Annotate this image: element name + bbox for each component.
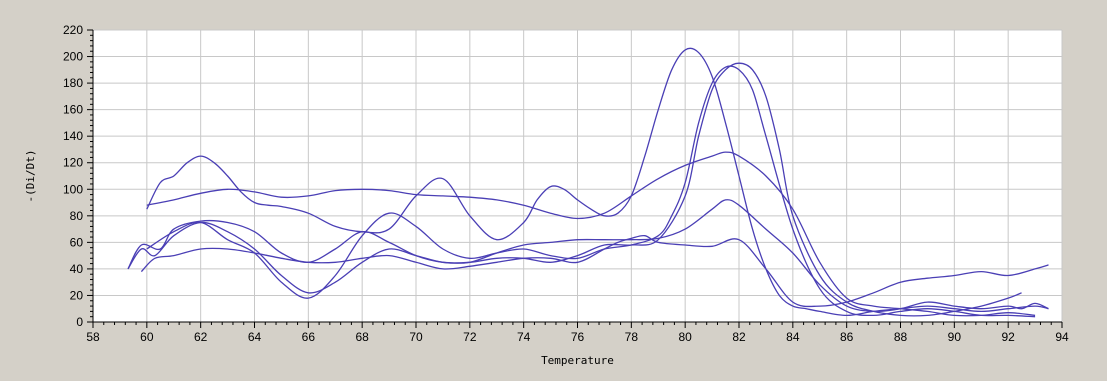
- series-layer: [127, 47, 1049, 318]
- y-tick-label: 40: [70, 262, 84, 276]
- y-tick-label: 0: [76, 315, 83, 329]
- x-tick-label: 78: [625, 330, 639, 344]
- x-tick-label: 76: [571, 330, 585, 344]
- x-axis-title: Temperature: [541, 354, 614, 367]
- y-tick-label: 120: [63, 156, 83, 170]
- y-tick-label: 20: [70, 288, 84, 302]
- series-line-5: [127, 199, 1049, 313]
- x-tick-label: 86: [840, 330, 854, 344]
- x-tick-labels: 58 60 62 64 66 68 70 72 74 76 78 80 82 84 86 88 90 92 94: [86, 330, 1069, 344]
- x-tick-label: 70: [409, 330, 423, 344]
- y-tick-label: 160: [63, 103, 83, 117]
- x-tick-label: 88: [894, 330, 908, 344]
- y-tick-labels: 0 20 40 60 80 100 120 140 160 180 200 220: [63, 23, 83, 329]
- x-tick-label: 82: [732, 330, 746, 344]
- x-tick-label: 90: [948, 330, 962, 344]
- series-line-2: [146, 151, 1036, 317]
- y-tick-label: 80: [70, 209, 84, 223]
- x-tick-label: 80: [678, 330, 692, 344]
- x-tick-label: 94: [1055, 330, 1069, 344]
- y-tick-label: 140: [63, 129, 83, 143]
- y-tick-label: 220: [63, 23, 83, 37]
- x-tick-label: 92: [1001, 330, 1015, 344]
- grid-lines: [93, 29, 1063, 322]
- x-tick-label: 74: [517, 330, 531, 344]
- x-tick-label: 58: [86, 330, 100, 344]
- x-tick-label: 66: [302, 330, 316, 344]
- x-tick-label: 72: [463, 330, 477, 344]
- series-line-1: [146, 47, 1049, 317]
- series-line-6: [140, 234, 1049, 308]
- y-tick-label: 180: [63, 76, 83, 90]
- y-axis-title: -(Di/Dt): [24, 150, 37, 203]
- y-tick-label: 60: [70, 235, 84, 249]
- x-tick-label: 84: [786, 330, 800, 344]
- x-tick-label: 62: [194, 330, 208, 344]
- x-tick-label: 60: [140, 330, 154, 344]
- axes: [92, 30, 1062, 323]
- x-tick-label: 68: [355, 330, 369, 344]
- y-tick-label: 100: [63, 182, 83, 196]
- x-tick-label: 64: [248, 330, 262, 344]
- y-tick-label: 200: [63, 50, 83, 64]
- series-line-4: [127, 62, 1022, 317]
